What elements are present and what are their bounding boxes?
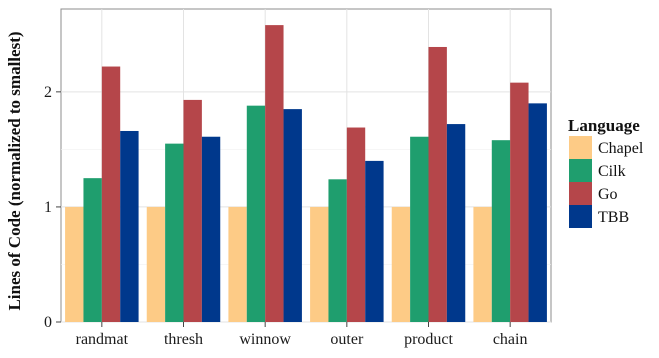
bar-tbb-outer [365,160,384,322]
bar-chapel-chain [473,206,492,322]
legend-title: Language [568,116,640,135]
x-tick-label: product [404,331,453,348]
x-tick-label: thresh [164,331,203,348]
bar-go-randmat [101,66,121,322]
bar-cilk-chain [491,140,511,322]
x-tick-label: randmat [76,331,129,348]
y-tick-label: 0 [44,314,52,331]
legend-label-go: Go [598,186,618,203]
bar-tbb-product [446,124,466,322]
bar-go-thresh [183,99,202,323]
x-tick-label: outer [330,331,364,348]
bars [65,25,547,323]
y-tick-label: 1 [44,199,52,216]
bar-go-product [428,46,447,322]
bar-chapel-randmat [65,206,84,322]
bar-go-outer [346,127,366,323]
bar-cilk-thresh [165,143,184,322]
x-tick-label: chain [493,331,528,348]
bar-chapel-product [391,206,411,322]
legend: Language Chapel Cilk Go TBB [568,116,644,228]
bar-cilk-winnow [246,105,266,322]
legend-swatch-cilk [569,159,592,182]
y-tick-label: 2 [44,84,52,101]
legend-swatch-go [569,182,592,205]
x-axis: randmat thresh winnow outer product chain [76,322,528,348]
bar-tbb-randmat [120,130,139,322]
bar-tbb-chain [528,103,547,322]
legend-label-chapel: Chapel [598,140,644,157]
y-axis: 0 1 2 [44,84,61,331]
legend-swatch-chapel [569,136,592,159]
x-tick-label: winnow [239,331,291,348]
plot-panel [60,8,552,323]
legend-label-cilk: Cilk [598,163,626,180]
bar-cilk-outer [328,179,347,322]
bar-go-winnow [265,25,284,323]
bar-cilk-product [410,136,429,322]
bar-chapel-winnow [228,206,247,322]
bar-tbb-thresh [201,136,221,322]
bar-chapel-thresh [146,206,166,322]
bar-chapel-outer [310,206,329,322]
bar-go-chain [510,82,529,322]
y-axis-title: Lines of Code (normalized to smallest) [5,31,24,310]
legend-label-tbb: TBB [598,209,629,226]
bar-cilk-randmat [83,178,102,322]
legend-swatch-tbb [569,205,592,228]
bar-tbb-winnow [283,109,302,322]
